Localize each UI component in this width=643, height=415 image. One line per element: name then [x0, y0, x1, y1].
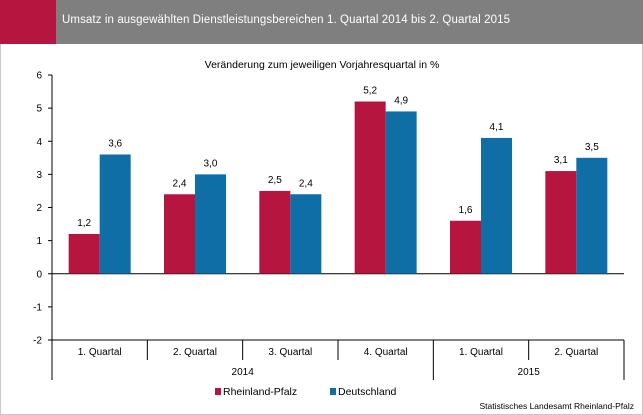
- y-tick-label: 4: [36, 137, 42, 148]
- data-label: 5,2: [363, 86, 377, 97]
- bar-deutschland: [481, 137, 512, 274]
- y-tick-label: 1: [36, 236, 42, 247]
- x-group-label: 2014: [232, 367, 255, 378]
- x-group-label: 2015: [518, 367, 541, 378]
- chart-data-labels: 1,2 3,6 2,4 3,0 2,5 2,4 5,2 4,9 1,6 4,1 3,1 3,5: [77, 86, 599, 230]
- chart-title: Umsatz in ausgewählten Dienstleistungsbe…: [62, 14, 511, 26]
- y-tick-label: -2: [33, 336, 42, 347]
- data-label: 2,4: [173, 178, 187, 189]
- x-category-label: 2. Quartal: [554, 347, 598, 358]
- legend-label: Deutschland: [338, 386, 397, 398]
- y-tick-label: 0: [36, 269, 42, 280]
- bar-rheinland-pfalz: [545, 171, 577, 274]
- bar-deutschland: [385, 111, 417, 274]
- x-category-label: 1. Quartal: [459, 347, 503, 358]
- data-label: 3,1: [554, 155, 568, 166]
- data-label: 2,4: [299, 178, 313, 189]
- data-label: 3,6: [108, 139, 122, 150]
- x-category-label: 4. Quartal: [364, 347, 408, 358]
- chart-bars: [68, 101, 608, 274]
- data-label: 2,5: [268, 175, 282, 186]
- x-category-label: 1. Quartal: [78, 347, 122, 358]
- bar-rheinland-pfalz: [68, 234, 100, 274]
- data-label: 3,5: [585, 142, 599, 153]
- bar-rheinland-pfalz: [354, 101, 386, 274]
- chart-header: Umsatz in ausgewählten Dienstleistungsbe…: [0, 0, 643, 44]
- data-label: 1,6: [459, 205, 473, 216]
- bar-rheinland-pfalz: [259, 190, 291, 274]
- bar-deutschland: [576, 157, 608, 274]
- bar-deutschland: [290, 194, 322, 274]
- y-tick-label: 5: [36, 104, 42, 115]
- y-tick-label: 6: [36, 71, 42, 82]
- header-accent-block: [0, 0, 56, 44]
- chart-x-categories: 1. Quartal 2. Quartal 3. Quartal 4. Quartal…: [78, 347, 599, 378]
- bar-deutschland: [99, 154, 131, 274]
- source-note: Statistisches Landesamt Rheinland-Pfalz: [480, 401, 635, 411]
- data-label: 1,2: [77, 218, 91, 229]
- bar-deutschland: [195, 174, 226, 274]
- chart-axes: -2 -1 0 1 2 3 4 5 6: [33, 71, 625, 380]
- data-label: 3,0: [204, 158, 218, 169]
- x-category-label: 2. Quartal: [173, 347, 217, 358]
- bar-rheinland-pfalz: [164, 194, 195, 274]
- bar-rheinland-pfalz: [450, 220, 481, 274]
- y-tick-label: -1: [33, 302, 42, 313]
- legend-swatch: [330, 388, 336, 395]
- data-label: 4,1: [490, 122, 504, 133]
- chart-legend: Rheinland-Pfalz Deutschland: [215, 386, 397, 398]
- legend-label: Rheinland-Pfalz: [223, 386, 297, 398]
- chart-subtitle: Veränderung zum jeweiligen Vorjahresquar…: [205, 59, 440, 71]
- data-label: 4,9: [394, 95, 408, 106]
- x-category-label: 3. Quartal: [268, 347, 312, 358]
- legend-swatch: [215, 388, 221, 395]
- y-tick-label: 3: [36, 170, 42, 181]
- y-tick-label: 2: [36, 203, 42, 214]
